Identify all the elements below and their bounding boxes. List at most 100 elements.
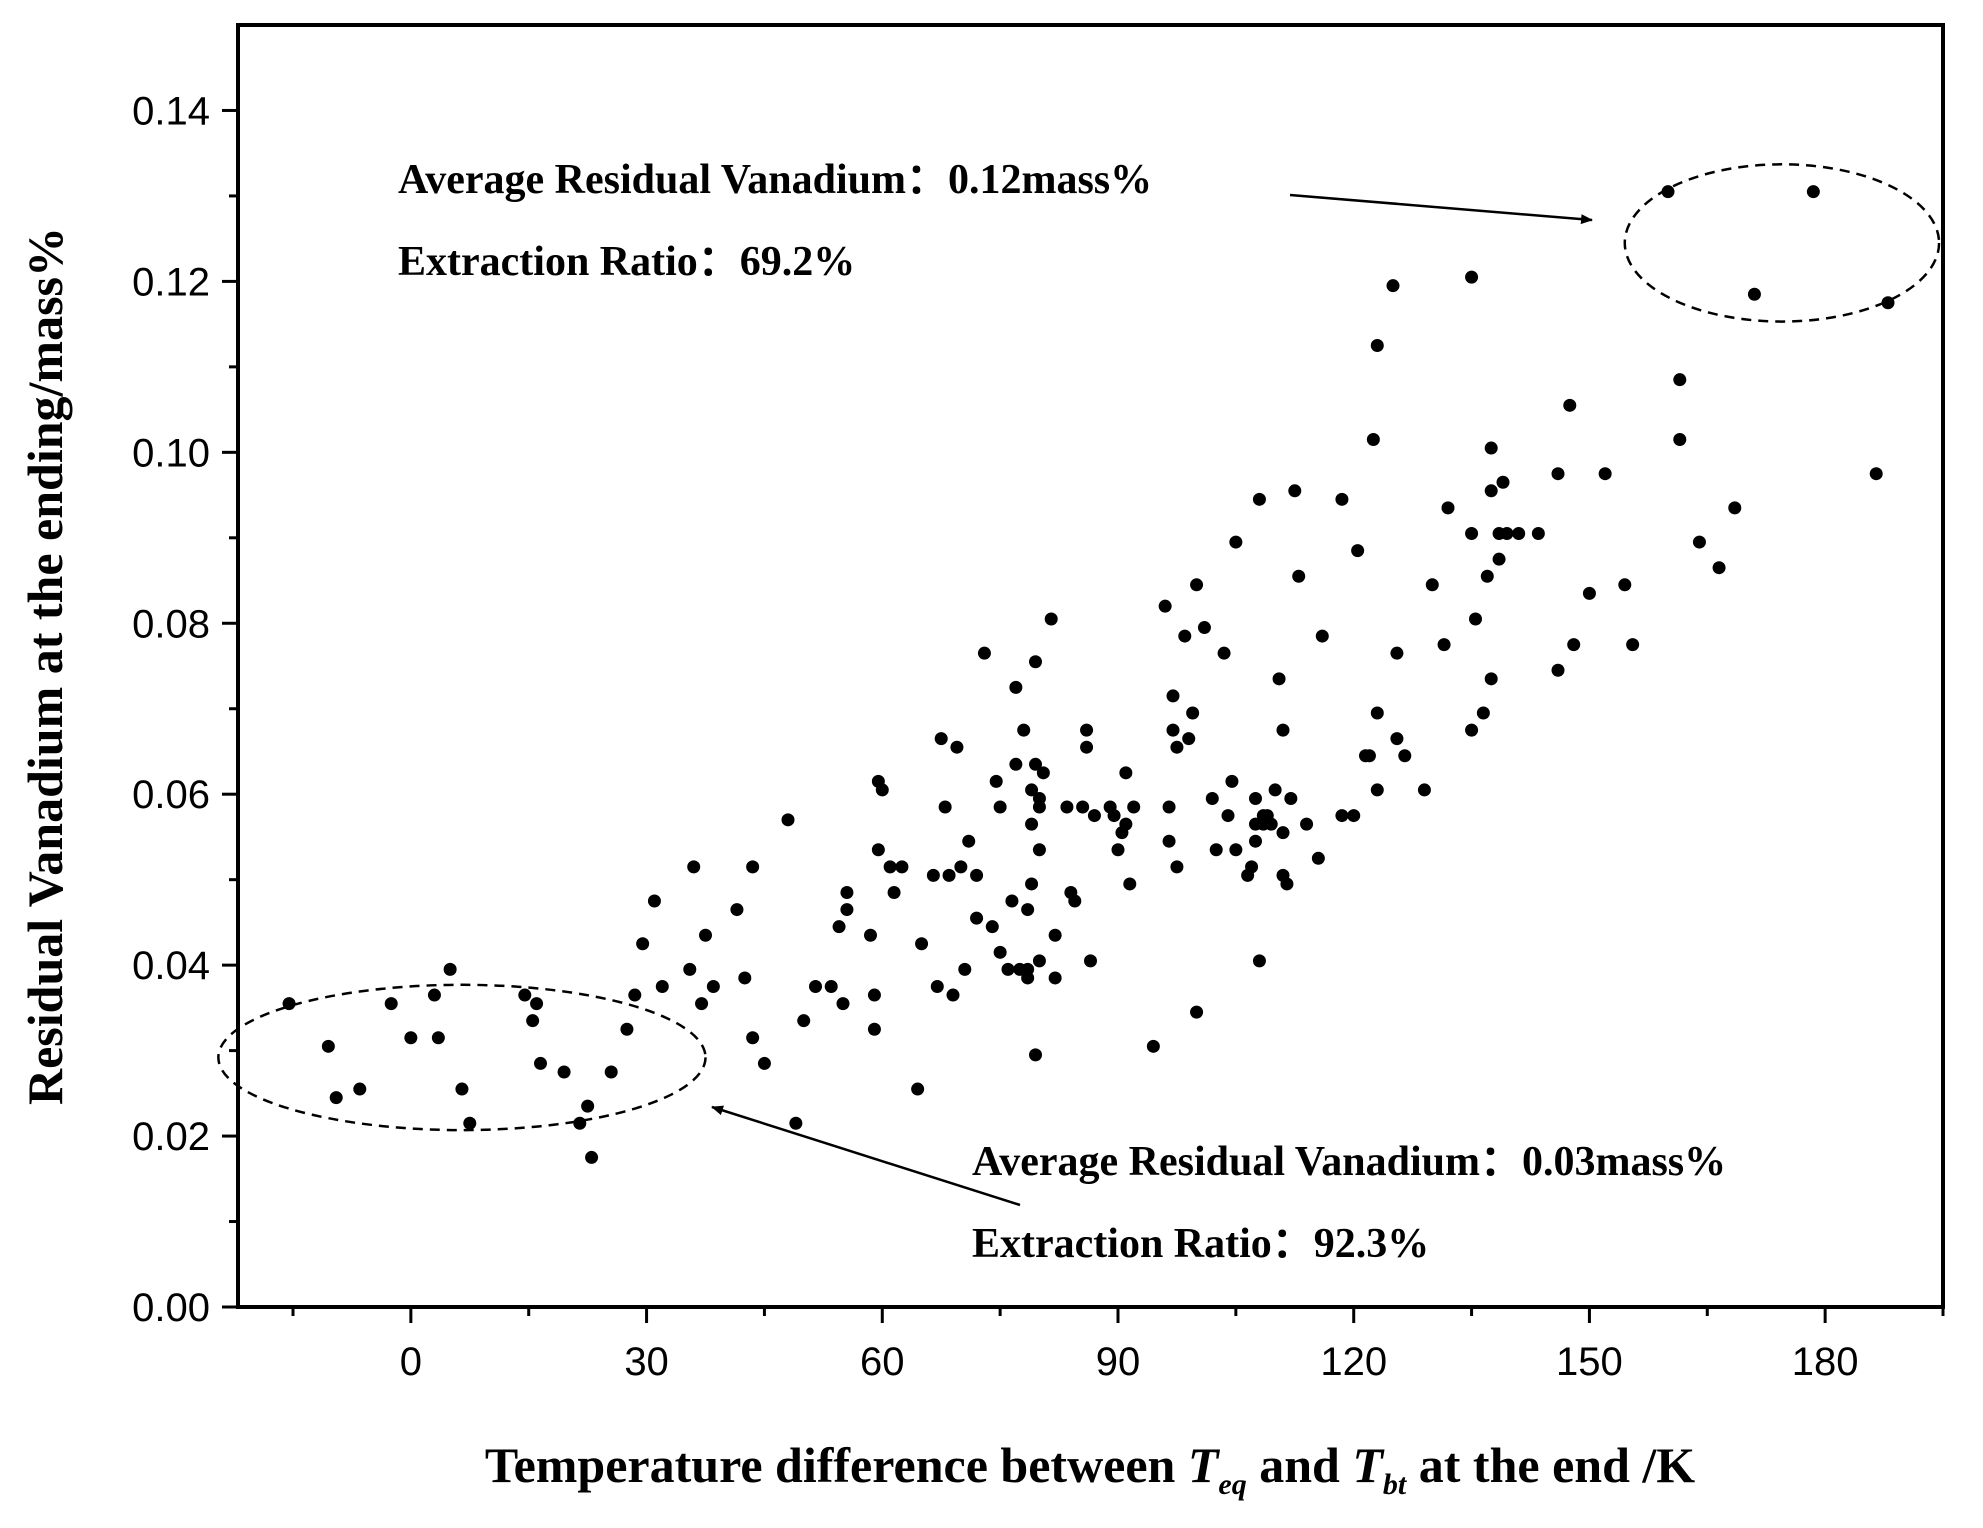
data-point (455, 1082, 469, 1096)
data-point (647, 894, 661, 908)
bottom-annotation-arrow (711, 1105, 1021, 1207)
x-axis-title-suffix: at the end /K (1406, 1437, 1695, 1493)
y-tick-label: 0.10 (132, 431, 210, 475)
y-axis-ticks: 0.00 0.02 0.04 0.06 0.08 0.10 0.12 0.14 (132, 89, 238, 1330)
data-point (883, 860, 897, 874)
data-point (699, 928, 712, 942)
data-point (1673, 373, 1687, 387)
data-point (1025, 817, 1039, 831)
data-point (942, 868, 956, 882)
data-point (985, 920, 999, 934)
data-point (1146, 1039, 1160, 1053)
data-point (1469, 612, 1482, 626)
x-axis-title-var1: T (1188, 1437, 1221, 1493)
top-annotation-line2: Extraction Ratio：69.2% (398, 239, 855, 285)
data-point (1217, 646, 1231, 660)
data-point (1245, 860, 1259, 874)
data-point (1276, 826, 1290, 840)
data-point (1087, 809, 1101, 823)
data-point (1512, 527, 1526, 541)
data-point (867, 1022, 881, 1036)
data-point (282, 997, 296, 1011)
data-point (746, 860, 760, 874)
low-temperature-cluster-ellipse (217, 983, 707, 1132)
data-point (530, 997, 544, 1011)
x-axis-title-sub1: eq (1218, 1468, 1246, 1501)
data-point (1661, 185, 1675, 199)
data-point (989, 774, 1003, 788)
data-point (1190, 578, 1204, 592)
data-point (950, 740, 964, 754)
data-point (1225, 774, 1239, 788)
data-point (977, 646, 991, 660)
data-point (1347, 809, 1361, 823)
data-point (864, 928, 877, 942)
data-point (1060, 800, 1074, 814)
data-point (1178, 629, 1192, 643)
data-point (738, 971, 752, 985)
data-point (581, 1099, 595, 1113)
data-point (1048, 928, 1062, 942)
y-tick-label: 0.02 (132, 1115, 210, 1159)
y-tick-label: 0.04 (132, 944, 210, 988)
x-tick-label: 0 (400, 1340, 422, 1384)
data-point (938, 800, 952, 814)
data-point (620, 1022, 634, 1036)
data-point (1728, 501, 1742, 515)
data-point (1068, 894, 1082, 908)
data-point (1162, 800, 1176, 814)
data-point (1252, 492, 1266, 506)
data-point (730, 903, 744, 917)
data-point (1084, 954, 1097, 968)
y-tick-label: 0.06 (132, 773, 210, 817)
data-point (1009, 757, 1023, 771)
data-point (1017, 723, 1031, 737)
data-point (934, 732, 948, 746)
data-point (573, 1116, 587, 1130)
data-point (706, 980, 720, 993)
data-point (1229, 535, 1243, 549)
data-point (781, 813, 795, 827)
data-point (1386, 279, 1400, 293)
data-point (1182, 732, 1196, 746)
data-point (1480, 569, 1494, 583)
data-point (789, 1116, 803, 1130)
data-point (1166, 689, 1180, 703)
data-point (1567, 638, 1581, 652)
x-axis-title: Temperature difference between Teq and T… (485, 1437, 1695, 1501)
data-point (1881, 296, 1895, 310)
data-point (683, 962, 697, 976)
data-point (836, 997, 850, 1011)
data-point (557, 1065, 571, 1079)
data-point (585, 1150, 599, 1164)
data-point (1221, 809, 1235, 823)
data-point (1280, 877, 1294, 891)
data-point (832, 920, 846, 934)
data-point (871, 843, 885, 857)
data-point (1598, 467, 1612, 481)
x-axis-title-var2: T (1352, 1437, 1385, 1493)
data-point (1551, 467, 1565, 481)
data-point (930, 980, 944, 993)
bottom-annotation-line1: Average Residual Vanadium：0.03mass% (972, 1139, 1726, 1185)
data-point (1029, 655, 1042, 669)
data-point (1032, 843, 1046, 857)
data-point (958, 962, 972, 976)
data-point (534, 1056, 547, 1070)
data-point (1249, 834, 1262, 848)
data-point (1032, 791, 1046, 805)
data-point (946, 988, 960, 1002)
data-point (636, 937, 650, 951)
plot-frame (236, 23, 1945, 1309)
data-point (1119, 766, 1133, 780)
data-point (1111, 843, 1125, 857)
data-point (1531, 527, 1545, 541)
data-point (757, 1056, 771, 1070)
data-point (1264, 817, 1278, 831)
y-tick-label: 0.08 (132, 602, 210, 646)
data-point (1001, 962, 1015, 976)
data-point (1351, 544, 1365, 558)
data-point (1032, 954, 1046, 968)
annotation-arrows (711, 193, 1593, 1207)
